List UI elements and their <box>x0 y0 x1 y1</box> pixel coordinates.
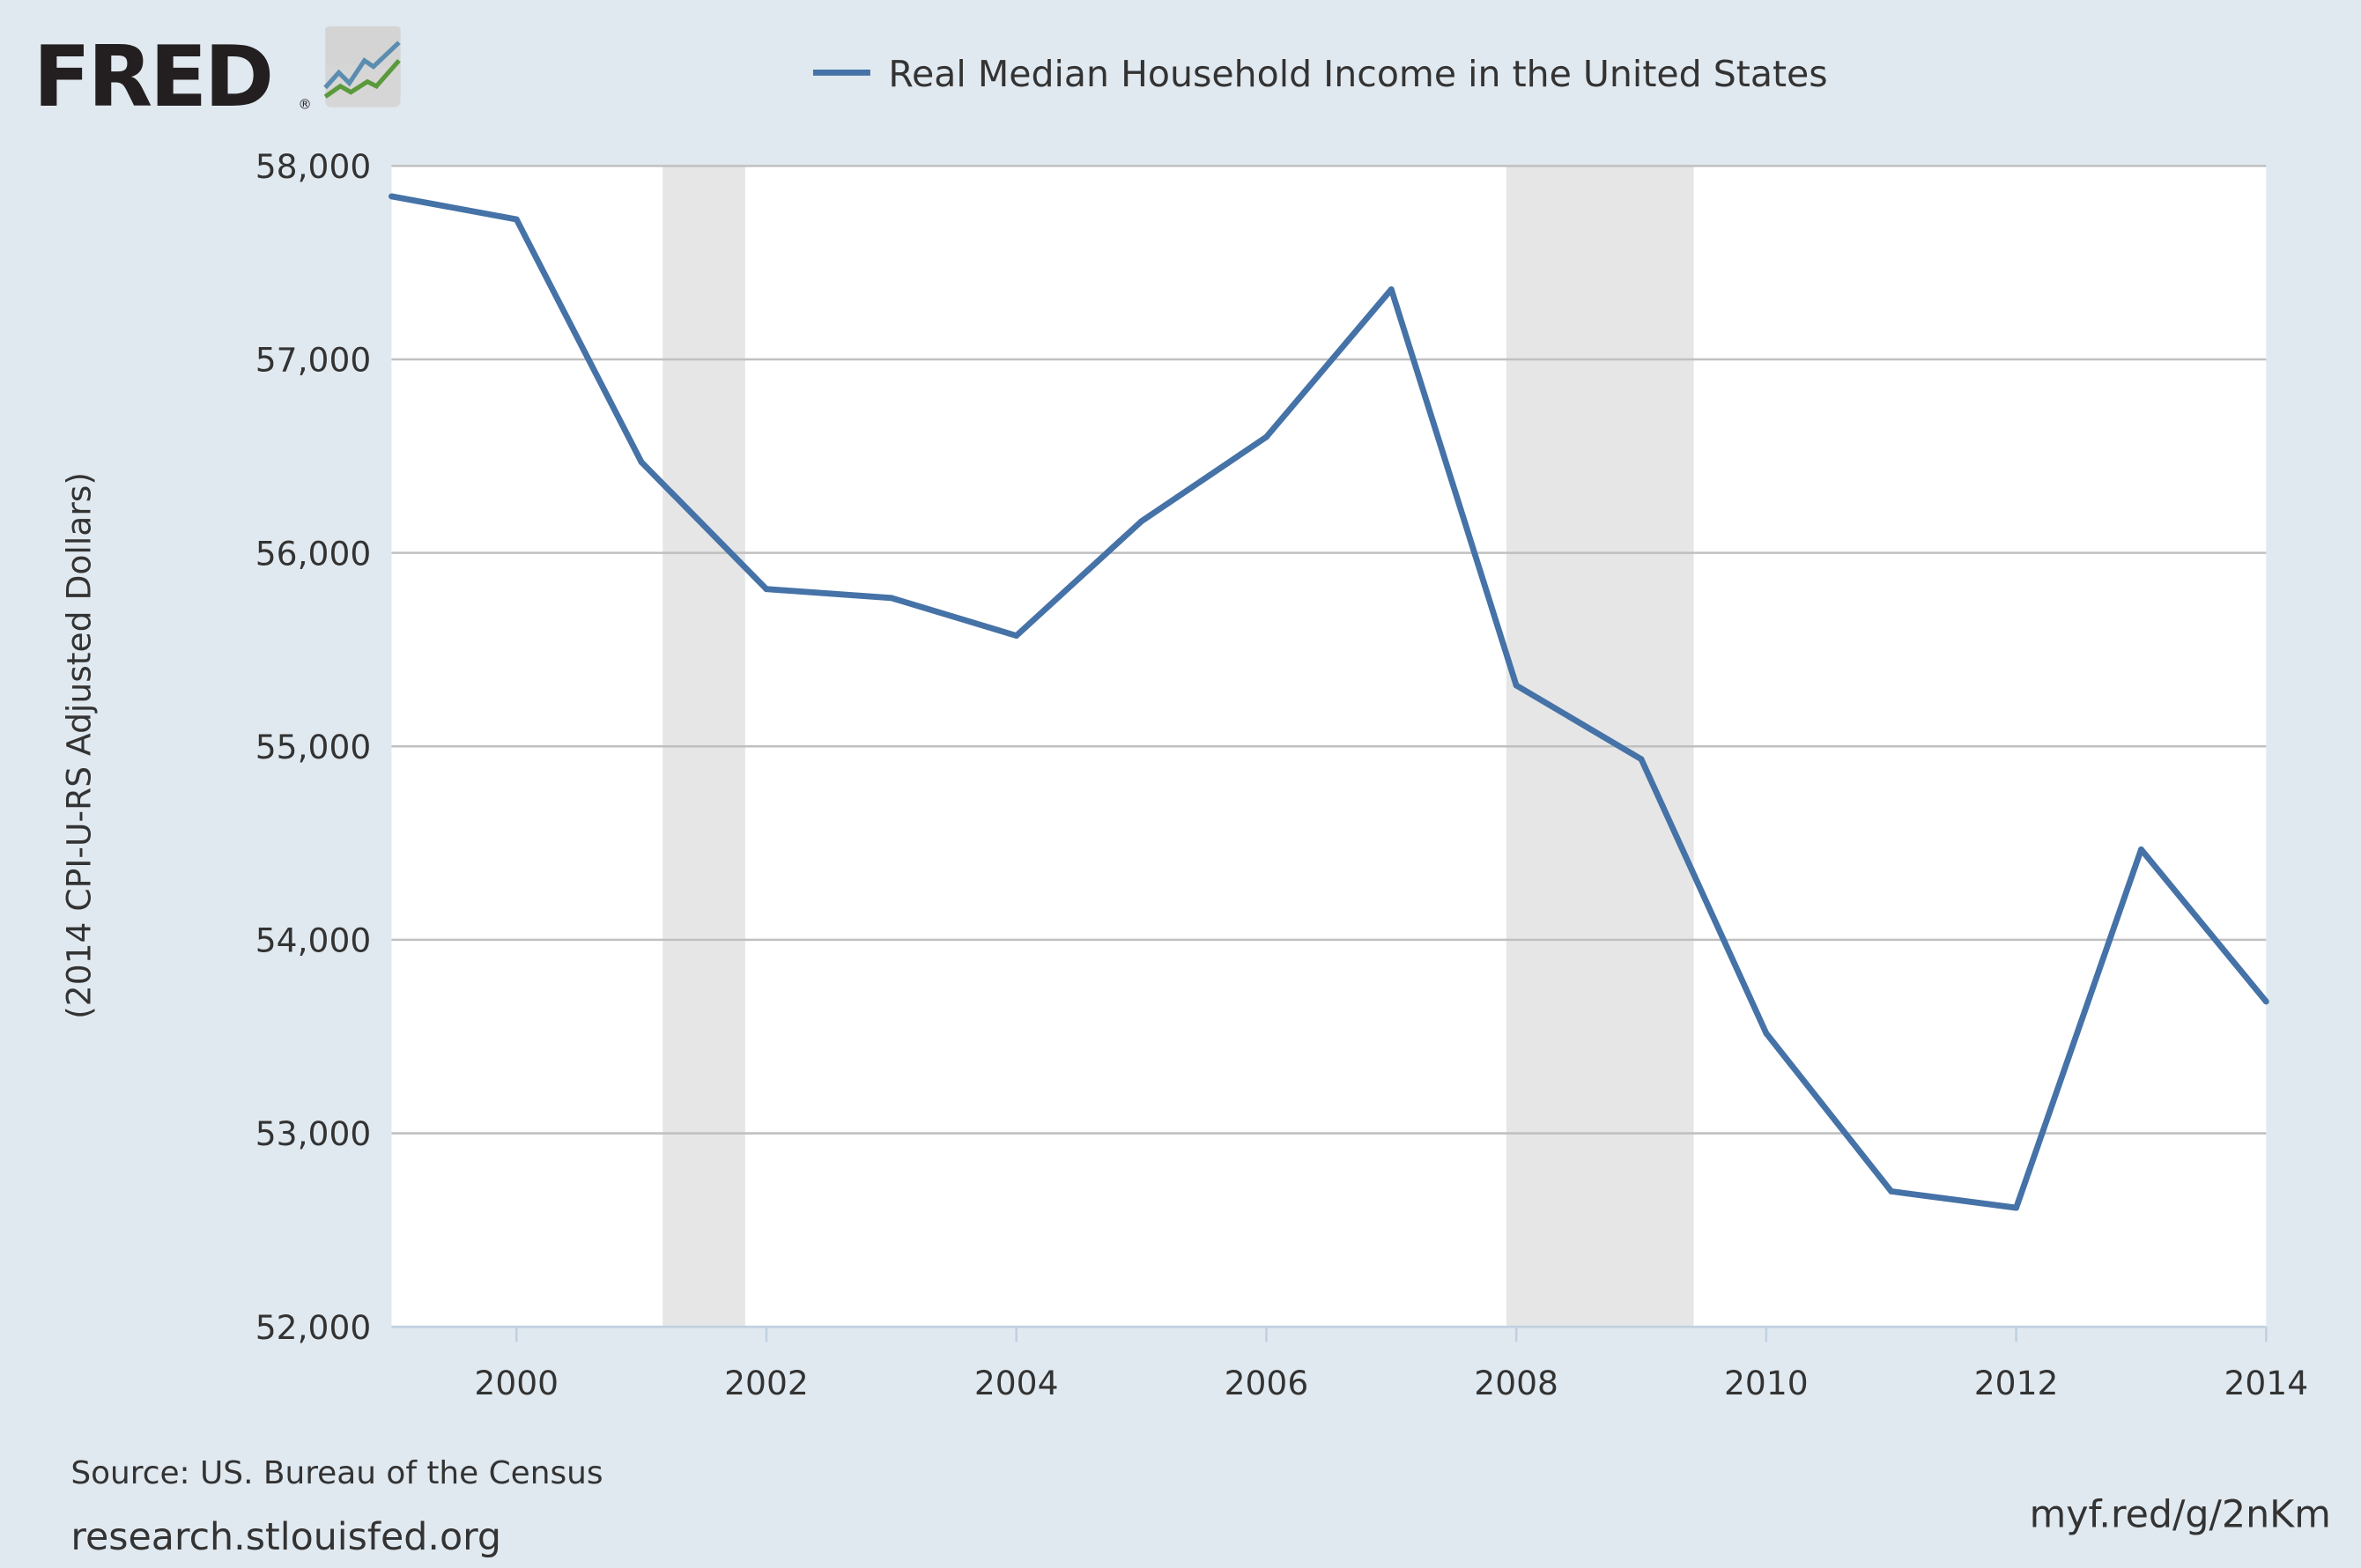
y-tick-label: 54,000 <box>255 921 372 960</box>
data-point[interactable] <box>1388 286 1395 292</box>
x-tick-label: 2014 <box>2224 1364 2308 1402</box>
fred-logo-chart-icon <box>323 26 401 107</box>
x-tick-label: 2002 <box>724 1364 809 1402</box>
y-tick-label: 55,000 <box>255 728 372 766</box>
x-tick-label: 2010 <box>1724 1364 1809 1402</box>
fred-logo[interactable]: FRED ® <box>33 26 401 126</box>
x-tick-label: 2008 <box>1474 1364 1558 1402</box>
series-line-group <box>388 193 2269 1211</box>
x-tick-label: 2006 <box>1225 1364 1309 1402</box>
data-point[interactable] <box>2262 998 2269 1005</box>
data-point[interactable] <box>1513 682 1520 689</box>
x-tick-label: 2000 <box>474 1364 559 1402</box>
data-point[interactable] <box>638 459 645 466</box>
legend-label: Real Median Household Income in the Unit… <box>888 53 1827 95</box>
data-point[interactable] <box>2138 846 2144 853</box>
x-axis-ticks: 2000 2002 2004 2006 2008 2010 2012 2014 <box>474 1327 2308 1402</box>
data-point[interactable] <box>513 216 520 223</box>
fred-logo-text: FRED <box>33 27 271 126</box>
y-tick-label: 58,000 <box>255 147 372 186</box>
y-axis-ticks: 52,000 53,000 54,000 55,000 56,000 57,000 58,0… <box>255 147 372 1347</box>
data-point[interactable] <box>1763 1030 1770 1037</box>
y-tick-label: 57,000 <box>255 341 372 380</box>
short-url-link[interactable]: myf.red/g/2nKm <box>2030 1492 2331 1536</box>
data-point[interactable] <box>1638 756 1645 763</box>
data-point[interactable] <box>388 193 395 200</box>
x-tick-label: 2004 <box>974 1364 1059 1402</box>
site-link[interactable]: research.stlouisfed.org <box>70 1515 501 1559</box>
data-point[interactable] <box>1138 518 1144 525</box>
registered-mark: ® <box>298 96 311 112</box>
y-tick-label: 56,000 <box>255 534 372 573</box>
legend[interactable]: Real Median Household Income in the Unit… <box>812 53 1828 95</box>
y-axis-label: (2014 CPI-U-RS Adjusted Dollars) <box>60 472 99 1019</box>
series-line <box>390 193 2268 1211</box>
data-point[interactable] <box>1263 433 1269 440</box>
source-text: Source: US. Bureau of the Census <box>70 1455 603 1491</box>
data-point[interactable] <box>1888 1188 1895 1194</box>
data-point[interactable] <box>1013 632 1020 640</box>
gridlines <box>391 165 2267 1135</box>
data-point[interactable] <box>763 586 770 593</box>
data-point[interactable] <box>2013 1204 2020 1211</box>
data-point[interactable] <box>888 595 895 602</box>
x-tick-label: 2012 <box>1974 1364 2059 1402</box>
y-tick-label: 53,000 <box>255 1114 372 1153</box>
y-tick-label: 52,000 <box>255 1308 372 1347</box>
